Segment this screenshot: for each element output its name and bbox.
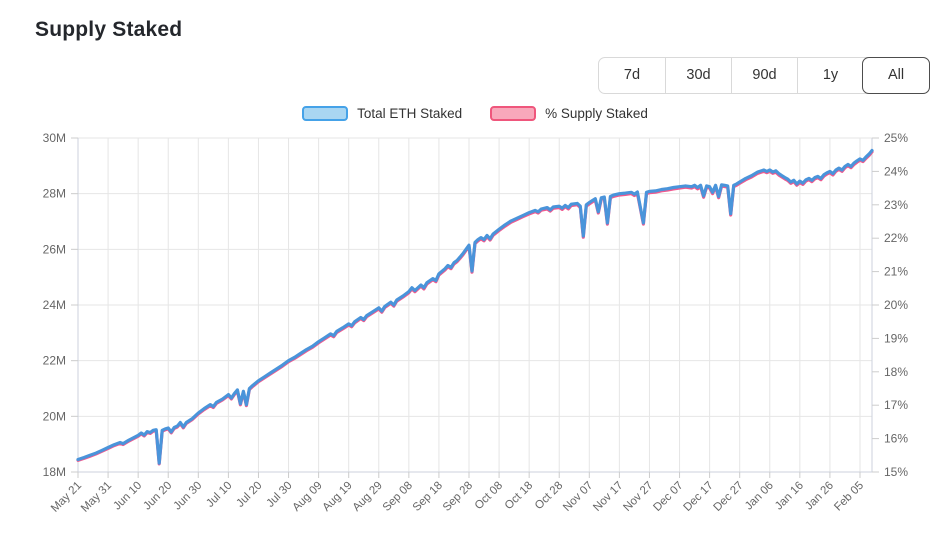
range-button-1y[interactable]: 1y [797, 58, 863, 93]
svg-text:Aug 19: Aug 19 [321, 480, 355, 514]
range-button-90d[interactable]: 90d [731, 58, 797, 93]
time-range-button-group: 7d 30d 90d 1y All [598, 57, 930, 94]
legend-item-percent-supply-staked[interactable]: % Supply Staked [490, 106, 648, 121]
legend-marker-pink-icon [490, 106, 537, 121]
legend-label: Total ETH Staked [357, 106, 463, 121]
svg-text:Aug 09: Aug 09 [290, 480, 324, 514]
y-axis-right-labels: 25% 24% 23% 22% 21% 20% 19% 18% 17% 16% 15% [884, 131, 908, 479]
svg-text:24M: 24M [43, 298, 66, 312]
svg-text:Sep 28: Sep 28 [441, 480, 475, 514]
svg-text:26M: 26M [43, 242, 66, 256]
svg-text:20%: 20% [884, 298, 908, 312]
svg-text:Dec 07: Dec 07 [651, 480, 685, 514]
svg-text:Jan 26: Jan 26 [803, 480, 836, 513]
svg-text:Sep 08: Sep 08 [381, 480, 415, 514]
svg-text:Sep 18: Sep 18 [411, 480, 445, 514]
svg-text:22M: 22M [43, 354, 66, 368]
svg-text:Dec 27: Dec 27 [712, 480, 746, 514]
svg-text:May 31: May 31 [79, 480, 114, 515]
svg-text:18%: 18% [884, 365, 908, 379]
svg-text:Jun 20: Jun 20 [141, 480, 174, 513]
range-button-30d[interactable]: 30d [665, 58, 731, 93]
svg-text:Jan 06: Jan 06 [743, 480, 776, 513]
svg-text:17%: 17% [884, 398, 908, 412]
range-button-7d[interactable]: 7d [599, 58, 665, 93]
svg-text:Nov 27: Nov 27 [621, 480, 655, 514]
series-total-eth-staked [76, 148, 874, 465]
plot-area[interactable] [78, 138, 872, 472]
svg-text:21%: 21% [884, 265, 908, 279]
svg-text:Jun 30: Jun 30 [172, 480, 205, 513]
axis-ticks [71, 137, 879, 478]
svg-text:Dec 17: Dec 17 [681, 480, 715, 514]
svg-text:Aug 29: Aug 29 [351, 480, 385, 514]
svg-text:Nov 07: Nov 07 [561, 480, 595, 514]
svg-text:Jul 20: Jul 20 [234, 480, 264, 510]
svg-text:15%: 15% [884, 465, 908, 479]
svg-text:22%: 22% [884, 231, 908, 245]
svg-text:23%: 23% [884, 198, 908, 212]
svg-text:Nov 17: Nov 17 [591, 480, 625, 514]
svg-text:18M: 18M [43, 465, 66, 479]
svg-text:Oct 28: Oct 28 [533, 480, 565, 512]
y-axis-left-labels: 30M 28M 26M 24M 22M 20M 18M [43, 131, 66, 479]
svg-text:28M: 28M [43, 187, 66, 201]
svg-text:Oct 08: Oct 08 [473, 480, 505, 512]
legend-label: % Supply Staked [545, 106, 648, 121]
legend-marker-blue-icon [302, 106, 349, 121]
svg-text:20M: 20M [43, 409, 66, 423]
svg-text:16%: 16% [884, 432, 908, 446]
svg-text:Oct 18: Oct 18 [503, 480, 535, 512]
svg-text:Feb 05: Feb 05 [832, 480, 866, 514]
svg-text:Jun 10: Jun 10 [111, 480, 144, 513]
svg-text:Jul 10: Jul 10 [204, 480, 234, 510]
range-button-all[interactable]: All [862, 57, 930, 94]
svg-text:19%: 19% [884, 331, 908, 345]
svg-text:30M: 30M [43, 131, 66, 145]
svg-text:25%: 25% [884, 131, 908, 145]
legend-item-total-eth-staked[interactable]: Total ETH Staked [302, 106, 462, 121]
vertical-gridlines [77, 138, 861, 472]
svg-text:May 21: May 21 [49, 480, 84, 515]
svg-text:Jan 16: Jan 16 [773, 480, 806, 513]
chart-legend: Total ETH Staked % Supply Staked [78, 106, 872, 121]
svg-text:24%: 24% [884, 164, 908, 178]
page-title: Supply Staked [35, 18, 183, 41]
